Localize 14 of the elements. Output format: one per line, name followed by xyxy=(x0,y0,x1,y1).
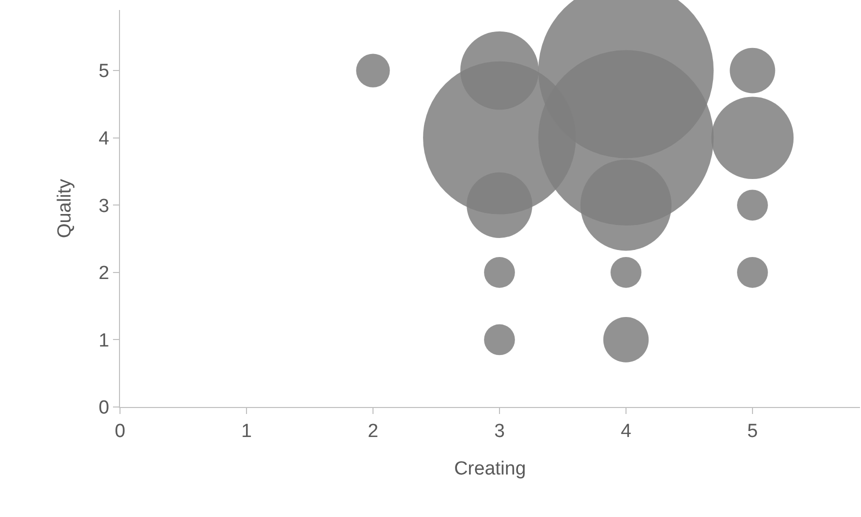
x-tick-label: 4 xyxy=(620,420,632,442)
y-tick-label: 4 xyxy=(98,128,110,150)
x-tick-label: 5 xyxy=(747,420,758,442)
y-tick-label: 5 xyxy=(98,61,110,82)
y-tick-label: 3 xyxy=(98,196,110,217)
y-tick-label: 2 xyxy=(98,263,110,284)
y-axis-title: Quality xyxy=(54,178,76,238)
y-tick-label: 1 xyxy=(98,330,110,352)
y-tick-label: 0 xyxy=(98,398,110,419)
x-axis-title: Creating xyxy=(454,458,526,480)
x-tick-label: 0 xyxy=(114,420,126,442)
x-tick-label: 1 xyxy=(241,420,252,442)
x-tick-label: 3 xyxy=(494,420,505,442)
x-tick-label: 2 xyxy=(368,420,378,442)
